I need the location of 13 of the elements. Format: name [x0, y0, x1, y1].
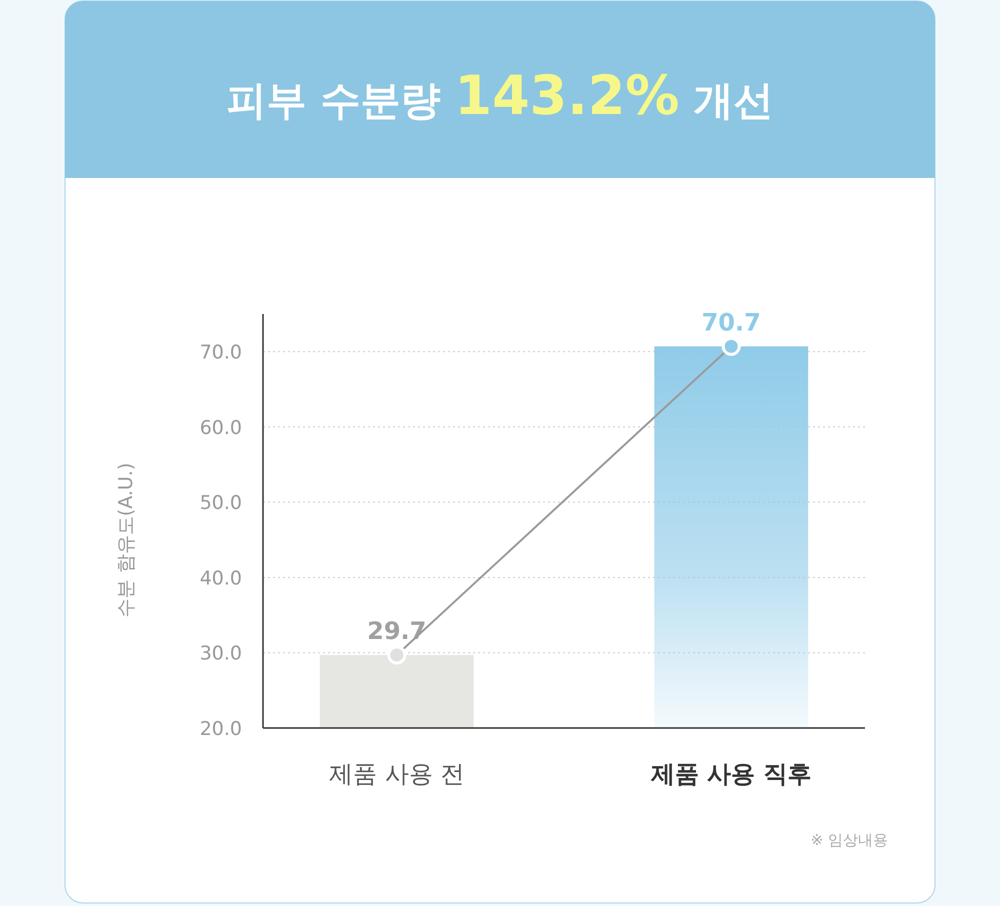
y-tick-label: 60.0 — [200, 416, 242, 439]
y-tick-label: 20.0 — [200, 718, 242, 740]
y-tick-label: 70.0 — [200, 342, 242, 364]
y-axis-title: 수분 함유도(A.U.) — [115, 462, 137, 618]
x-tick-label: 제품 사용 직후 — [650, 760, 812, 788]
chart-title: 피부 수분량 143.2% 개선 — [226, 64, 774, 127]
data-label: 29.7 — [367, 616, 426, 645]
y-tick-label: 50.0 — [200, 492, 242, 514]
x-tick-label: 제품 사용 전 — [329, 760, 464, 788]
data-label: 70.7 — [702, 308, 761, 336]
text: ※ 임상내용 — [810, 831, 888, 849]
y-tick-label: 40.0 — [200, 567, 242, 590]
y-tick-label: 30.0 — [200, 642, 242, 665]
